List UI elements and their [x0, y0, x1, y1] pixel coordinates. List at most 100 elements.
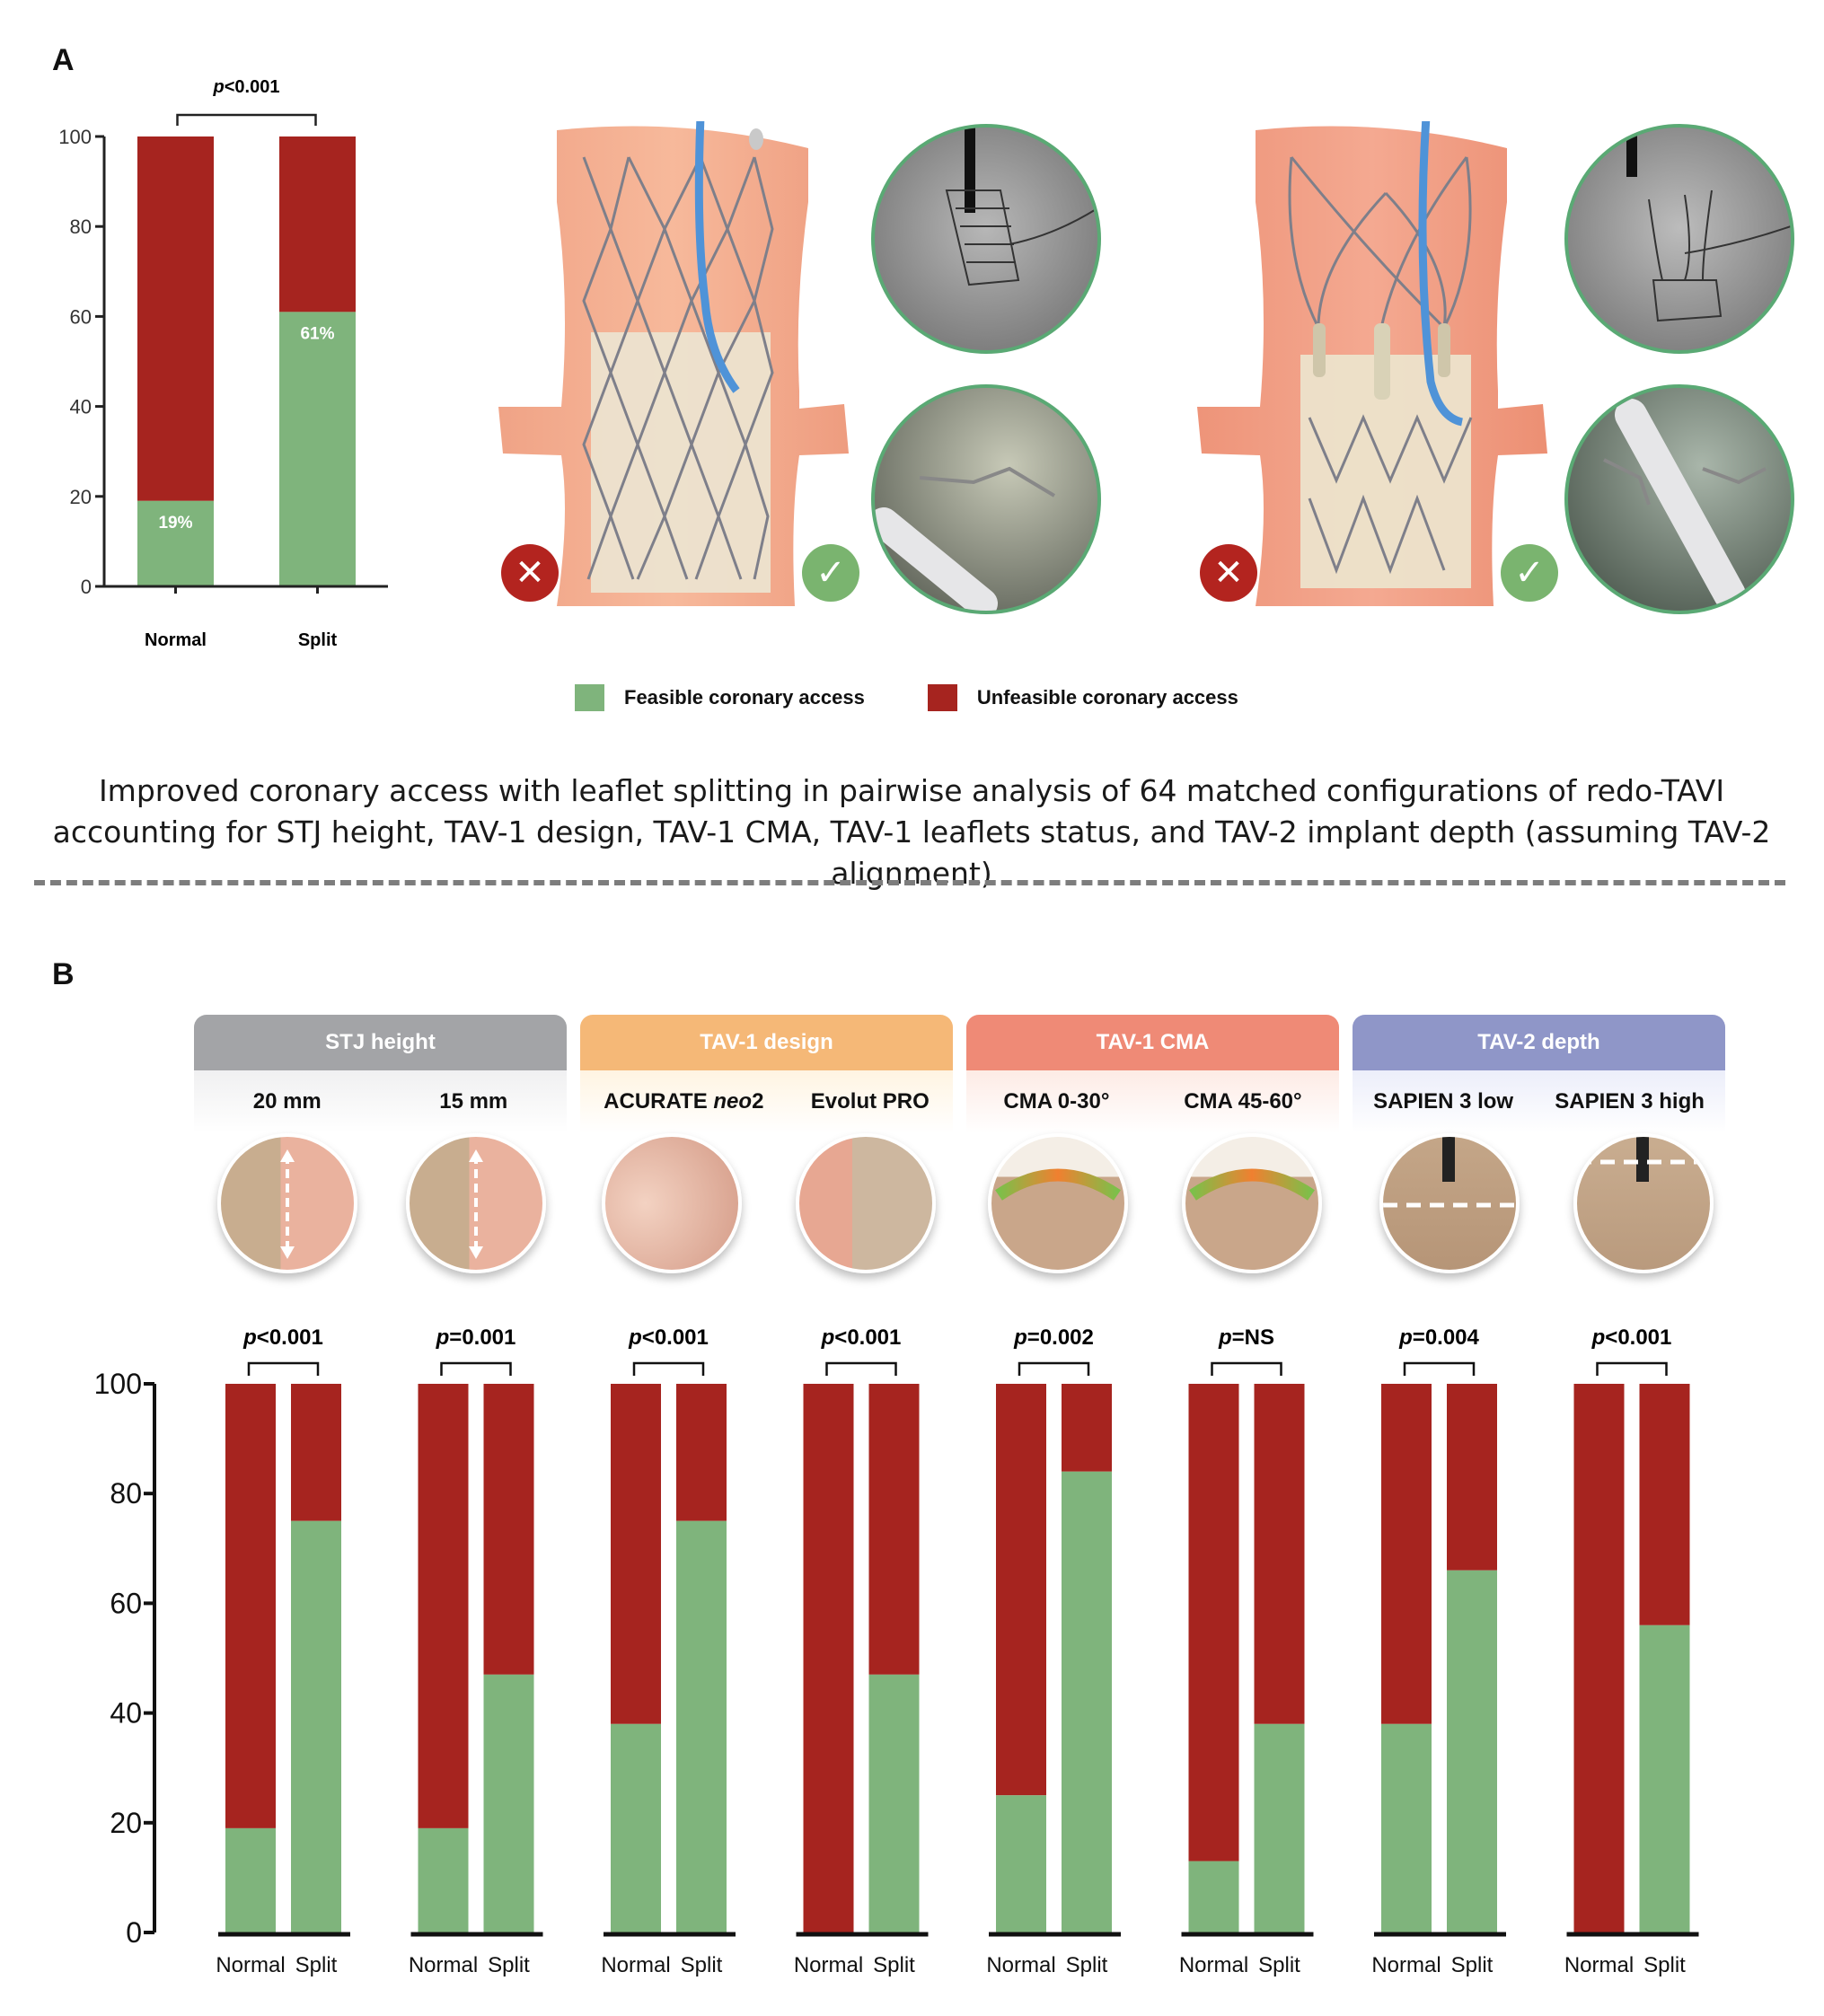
bar-feasible: [996, 1795, 1046, 1932]
x-tick-label: Split: [681, 1953, 723, 1977]
illustration-evolut-redo: [485, 121, 862, 611]
x-tick-label: Normal: [216, 1953, 285, 1977]
x-tick-label: Split: [295, 1953, 338, 1977]
y-tick-label: 60: [110, 1587, 142, 1619]
category-subtitles: CMA 0-30° CMA 45-60°: [966, 1070, 1339, 1133]
x-tick-label: Split: [1643, 1953, 1686, 1977]
check-icon: ✓: [802, 544, 859, 602]
legend: Feasible coronary access Unfeasible coro…: [575, 684, 1301, 711]
y-tick-label: 40: [110, 1697, 142, 1730]
bar-feasible: [1381, 1723, 1432, 1932]
fluoroscopy-stent: [1626, 128, 1791, 322]
thumbnail-sapien3-high: [1573, 1133, 1714, 1273]
p-value-label: p=0.001: [436, 1325, 516, 1350]
x-tick-label: Split: [1066, 1953, 1108, 1977]
check-icon: ✓: [1501, 544, 1558, 602]
x-tick-label: Normal: [794, 1953, 863, 1977]
fluoroscopy-stent: [945, 128, 1097, 286]
subcategory-label-text: ACURATE: [604, 1089, 714, 1114]
category-tav1-cma: TAV-1 CMA CMA 0-30° CMA 45-60°: [966, 1015, 1339, 1133]
bar-unfeasible: [1573, 1384, 1625, 1932]
bar-unfeasible: [1381, 1384, 1432, 1724]
bar-feasible-normal: [137, 500, 214, 586]
aortic-root-diagram-acurate: [1197, 121, 1547, 606]
category-title: TAV-1 CMA: [966, 1015, 1339, 1070]
bar-unfeasible: [483, 1384, 534, 1675]
stj-height-arrow-icon: [469, 1149, 483, 1259]
aortic-root-diagram-evolut: [498, 121, 849, 606]
subcategory-label: Evolut PRO: [810, 1089, 930, 1114]
legend-label-feasible: Feasible coronary access: [624, 686, 865, 709]
p-value-label: p<0.001: [242, 1325, 323, 1350]
endoscopic-photo: [871, 384, 1101, 614]
significance-bracket: [247, 1361, 320, 1376]
fluoroscopy-photo: [1564, 124, 1794, 354]
significance-bracket: [825, 1361, 897, 1376]
p-value-label: p=NS: [1218, 1325, 1274, 1350]
panel-a-label: A: [52, 43, 75, 77]
y-tick-label: 40: [70, 396, 92, 418]
p-value-label: p=0.004: [1398, 1325, 1479, 1350]
significance-bracket: [1018, 1361, 1090, 1376]
subcategory-label: SAPIEN 3 high: [1555, 1089, 1705, 1114]
x-tick-label: Split: [488, 1953, 530, 1977]
endoscopic-catheter: [875, 466, 1056, 611]
x-tick-label: Normal: [1564, 1953, 1634, 1977]
x-tick-label: Normal: [986, 1953, 1055, 1977]
subcategory-label: CMA 0-30°: [1003, 1089, 1110, 1114]
thumbnail-stj-15mm: [406, 1133, 546, 1273]
y-tick-label: 20: [70, 486, 92, 508]
significance-bracket: [1403, 1361, 1476, 1376]
legend-swatch-unfeasible: [927, 684, 957, 711]
legend-label-unfeasible: Unfeasible coronary access: [976, 686, 1238, 709]
category-subtitles: 20 mm 15 mm: [194, 1070, 567, 1133]
catheter: [694, 121, 740, 393]
illustration-acurate-redo: [1184, 121, 1561, 611]
significance-bracket: [1596, 1361, 1668, 1376]
bar-feasible: [225, 1827, 276, 1932]
y-tick-label: 0: [126, 1916, 142, 1949]
significance-bracket: [632, 1361, 705, 1376]
p-value-label: p=0.002: [1013, 1325, 1094, 1350]
y-tick-label: 80: [70, 216, 92, 238]
legend-item-unfeasible: Unfeasible coronary access: [927, 684, 1238, 711]
bar-unfeasible-normal: [137, 136, 214, 501]
bar-unfeasible: [803, 1384, 854, 1932]
bar-unfeasible: [1254, 1384, 1305, 1724]
panel-b-label: B: [52, 957, 75, 991]
x-tick-label: Split: [1258, 1953, 1300, 1977]
bar-unfeasible-split: [279, 136, 356, 313]
bar-feasible: [291, 1520, 341, 1932]
subcategory-label-italic: neo: [713, 1089, 753, 1114]
category-subtitles: ACURATE neo2 Evolut PRO: [580, 1070, 953, 1133]
x-tick-label: Normal: [1179, 1953, 1248, 1977]
endoscopic-photo: [1564, 384, 1794, 614]
bar-unfeasible: [676, 1384, 727, 1521]
bar-feasible-split: [279, 312, 356, 586]
bar-unfeasible: [1447, 1384, 1497, 1571]
bar-unfeasible: [418, 1384, 469, 1828]
data-label: 19%: [158, 514, 192, 533]
thumbnail-evolut-pro: [796, 1133, 936, 1273]
x-tick-label: Normal: [145, 630, 207, 650]
y-tick-label: 100: [58, 126, 92, 148]
x-tick-label: Normal: [1371, 1953, 1441, 1977]
stj-height-arrow-icon: [280, 1149, 295, 1259]
bar-feasible: [1639, 1624, 1690, 1932]
bar-unfeasible: [1062, 1384, 1112, 1472]
caption-line-1: Improved coronary access with leaflet sp…: [98, 773, 1725, 808]
y-tick-label: 20: [110, 1807, 142, 1839]
bar-feasible: [868, 1674, 920, 1932]
bar-unfeasible: [1639, 1384, 1690, 1625]
cma-angle-arc-icon: [1189, 1168, 1315, 1201]
subcategory-label: SAPIEN 3 low: [1373, 1089, 1514, 1114]
subcategory-label: CMA 45-60°: [1184, 1089, 1302, 1114]
bar-unfeasible: [225, 1384, 276, 1828]
significance-bracket: [176, 113, 317, 126]
legend-item-feasible: Feasible coronary access: [575, 684, 865, 711]
subcategory-label-suffix: 2: [752, 1089, 764, 1114]
bar-feasible: [483, 1674, 534, 1932]
data-label: 61%: [300, 324, 334, 343]
significance-bracket: [440, 1361, 512, 1376]
catheter: [1418, 121, 1464, 427]
